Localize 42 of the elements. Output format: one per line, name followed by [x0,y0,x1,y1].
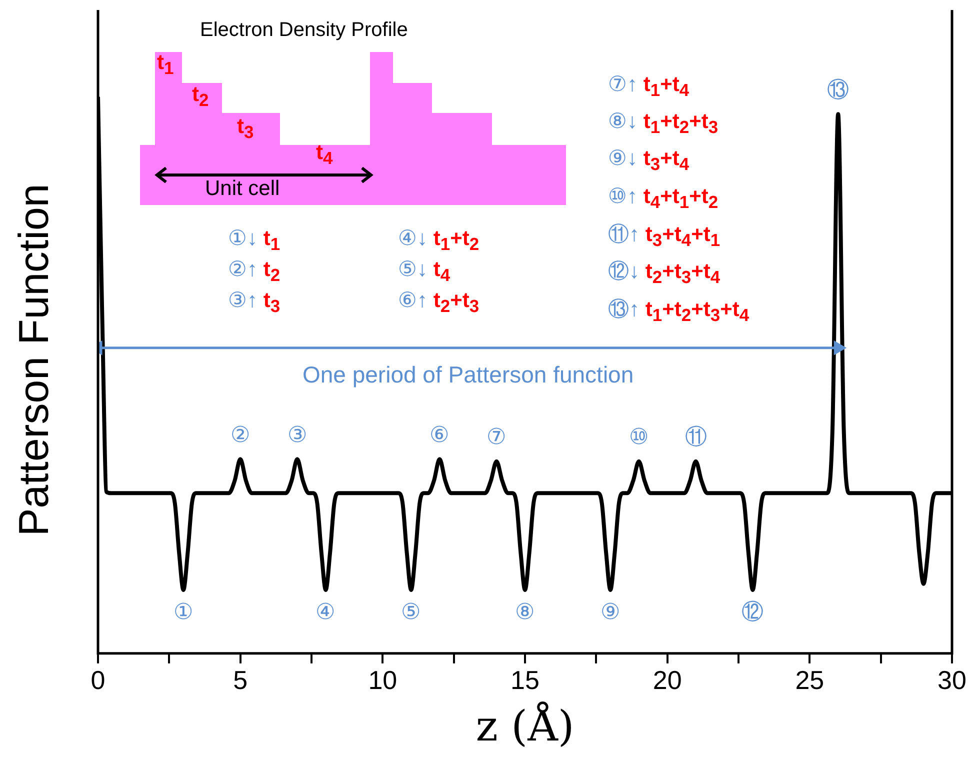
annotation: ⑦ [486,424,507,450]
annotation: ⑧ [515,598,535,624]
annotation: ⑬ [827,77,850,102]
annotation: ⑥ [430,422,450,448]
annotation: ⑪ [684,424,707,450]
annotation: ⑤↓ t$_{4}$ [398,258,450,286]
text: Electron Density Profile [200,19,408,41]
annotation: ⑩ [628,424,649,450]
annotation: t$_{4}$ [316,141,333,168]
annotation: t$_{2}$ [192,83,209,110]
annotation: ④↓ t$_{1}$+t$_{2}$ [398,227,480,254]
annotation: ⑨↓ t$_{3}$+t$_{4}$ [608,147,690,174]
annotation: t$_{3}$ [237,115,254,142]
annotation: ⑦↑ t$_{1}$+t$_{4}$ [608,73,690,100]
annotation: Unit cell [205,177,280,200]
x-tick-label: 0 [90,665,106,696]
y-axis-title: Patterson Function [10,184,58,536]
x-axis-title: z (Å) [476,702,574,751]
annotation: ⑤ [401,598,422,624]
annotation: ⑩↑ t$_{4}$+t$_{1}$+t$_{2}$ [608,185,718,212]
annotation: ⑧↓ t$_{1}$+t$_{2}$+t$_{3}$ [608,110,718,138]
x-tick-label: 15 [510,665,540,696]
annotation: ③ [287,422,308,448]
text: ⑬↑ t$_{1}$+t$_{2}$+t$_{3}$+t$_{4}$ [608,298,750,326]
annotation: ③↑ t$_{3}$ [228,289,280,316]
x-tick-label: 30 [938,665,966,696]
x-tick-label: 5 [233,665,248,696]
annotation: ② [230,422,250,448]
annotation: ⑫ [742,598,764,624]
annotation: ④ [316,598,336,624]
annotation: ① [173,598,194,624]
annotation: ⑪↑ t$_{3}$+t$_{4}$+t$_{1}$ [608,223,720,250]
x-tick-label: 20 [652,665,682,696]
annotation: ⑥↑ t$_{2}$+t$_{3}$ [398,289,480,316]
annotation: ⑨ [600,598,620,624]
text: t$_{1}$ [157,51,174,78]
x-tick-label: 10 [368,665,398,696]
annotation: ②↑ t$_{2}$ [228,258,280,286]
annotation: ①↓ t$_{1}$ [228,227,280,254]
annotation: One period of Patterson function [302,361,634,388]
annotation: ⑫↓ t$_{2}$+t$_{3}$+t$_{4}$ [608,260,720,288]
x-tick-label: 25 [795,665,824,696]
